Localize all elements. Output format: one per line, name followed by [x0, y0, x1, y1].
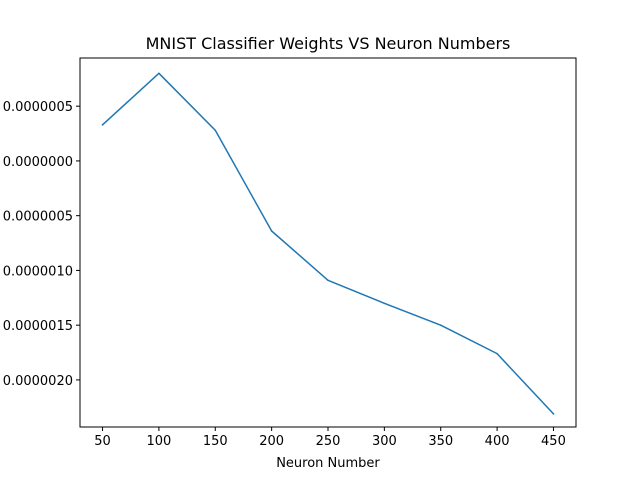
data-point — [496, 352, 498, 355]
data-point — [439, 324, 442, 326]
x-tick-label: 150 — [203, 434, 228, 449]
data-point — [214, 129, 217, 132]
x-tick-label: 300 — [372, 434, 397, 449]
y-tick-label: 0.0000020 — [3, 374, 73, 389]
x-tick-label: 100 — [146, 434, 171, 449]
data-point — [270, 230, 273, 232]
y-tick-label: 0.0000005 — [3, 210, 73, 225]
axis-ticks: 50 100 150 200 250 300 350 400 450 0.0000005 0.000… — [3, 100, 566, 449]
data-point — [158, 72, 160, 75]
x-tick-label: 250 — [316, 434, 341, 449]
chart-title: MNIST Classifier Weights VS Neuron Numbe… — [146, 34, 511, 53]
y-tick-label: 0.0000005 — [3, 100, 73, 115]
y-tick-label: 0.0000000 — [3, 155, 73, 170]
axes-frame — [79, 57, 577, 428]
data-point — [552, 413, 555, 415]
x-tick-label: 450 — [541, 434, 566, 449]
x-axis-label: Neuron Number — [276, 456, 380, 471]
x-tick-label: 350 — [428, 434, 453, 449]
plot-area — [101, 72, 555, 415]
data-point — [327, 279, 329, 282]
data-point — [383, 302, 386, 305]
x-tick-label: 400 — [485, 434, 510, 449]
x-tick-label: 50 — [94, 434, 111, 449]
data-point — [101, 123, 104, 126]
x-tick-label: 200 — [259, 434, 284, 449]
y-tick-label: 0.0000015 — [3, 319, 73, 334]
y-tick-label: 0.0000010 — [3, 264, 73, 279]
